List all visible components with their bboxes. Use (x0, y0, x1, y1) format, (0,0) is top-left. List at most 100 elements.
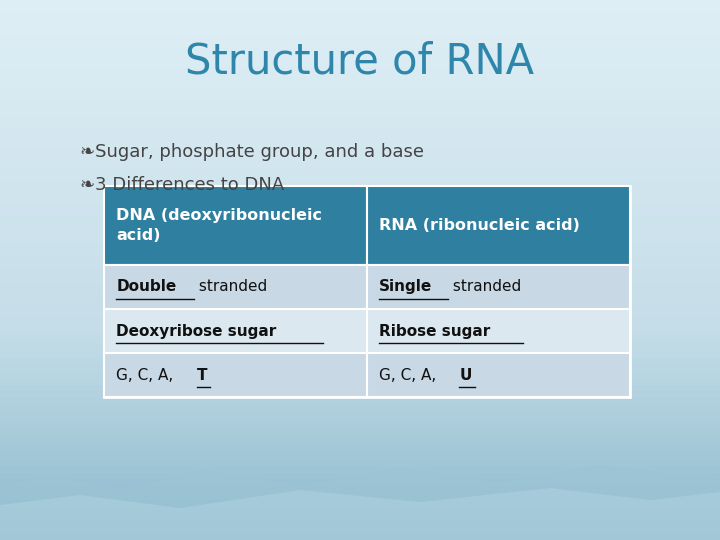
Bar (0, 378, 720, 384)
Bar (0, 290, 720, 297)
Bar (0, 135, 720, 141)
Bar (0, 102, 720, 108)
Bar (0, 303, 720, 310)
FancyBboxPatch shape (104, 353, 367, 397)
Bar (0, 330, 720, 338)
Bar (0, 230, 720, 237)
Text: Double: Double (117, 279, 176, 294)
Text: ❧3 Differences to DNA: ❧3 Differences to DNA (80, 176, 284, 194)
FancyBboxPatch shape (104, 186, 367, 265)
Bar (0, 411, 720, 418)
Bar (0, 141, 720, 149)
Bar (0, 345, 720, 351)
Bar (0, 237, 720, 243)
Bar (0, 492, 720, 500)
Bar (0, 122, 720, 128)
Text: RNA (ribonucleic acid): RNA (ribonucleic acid) (379, 218, 580, 233)
Bar (0, 270, 720, 276)
Bar (0, 317, 720, 324)
Bar (0, 405, 720, 411)
Bar (0, 168, 720, 176)
Bar (0, 114, 720, 122)
FancyBboxPatch shape (367, 353, 630, 397)
Bar (0, 500, 720, 507)
Bar (0, 47, 720, 54)
Text: G, C, A,: G, C, A, (379, 368, 441, 383)
Bar (0, 33, 720, 40)
Bar (0, 54, 720, 60)
Bar (0, 534, 720, 540)
Bar (0, 459, 720, 465)
Bar (0, 0, 720, 6)
Bar (0, 60, 720, 68)
Bar (0, 183, 720, 189)
Bar (0, 297, 720, 303)
Bar (0, 480, 720, 486)
Bar (0, 453, 720, 459)
Bar (0, 465, 720, 472)
Bar (0, 14, 720, 20)
Bar (0, 209, 720, 216)
Text: G, C, A,: G, C, A, (117, 368, 179, 383)
Bar (0, 418, 720, 426)
FancyBboxPatch shape (104, 309, 367, 353)
Bar (0, 81, 720, 87)
Bar (0, 263, 720, 270)
Bar (0, 364, 720, 372)
Bar (0, 94, 720, 102)
Bar (0, 87, 720, 94)
Bar (0, 372, 720, 378)
Text: U: U (459, 368, 472, 383)
Bar (0, 472, 720, 480)
Bar (0, 426, 720, 432)
Bar (0, 68, 720, 74)
Bar (0, 216, 720, 222)
Text: stranded: stranded (194, 279, 267, 294)
Text: Single: Single (379, 279, 433, 294)
Bar (0, 351, 720, 357)
Bar (0, 338, 720, 345)
Bar (0, 507, 720, 513)
Bar (0, 222, 720, 230)
Text: T: T (197, 368, 207, 383)
Bar (0, 399, 720, 405)
Bar (0, 486, 720, 492)
Bar (0, 526, 720, 534)
Bar (0, 176, 720, 183)
Text: ❧Sugar, phosphate group, and a base: ❧Sugar, phosphate group, and a base (80, 143, 424, 161)
Bar (0, 276, 720, 284)
FancyBboxPatch shape (367, 186, 630, 265)
Text: DNA (deoxyribonucleic
acid): DNA (deoxyribonucleic acid) (117, 208, 323, 243)
Bar (0, 438, 720, 445)
Bar (0, 243, 720, 249)
Bar (0, 6, 720, 14)
Bar (0, 202, 720, 209)
Bar (0, 40, 720, 47)
Bar (0, 148, 720, 155)
Bar (0, 195, 720, 202)
Bar (0, 357, 720, 364)
Bar (0, 249, 720, 256)
Bar (0, 310, 720, 317)
Bar (0, 108, 720, 114)
Bar (0, 284, 720, 290)
Polygon shape (0, 465, 720, 540)
Bar (0, 189, 720, 195)
Bar (0, 155, 720, 162)
Bar (0, 446, 720, 453)
FancyBboxPatch shape (104, 265, 367, 309)
Text: Ribose sugar: Ribose sugar (379, 323, 490, 339)
Bar (0, 256, 720, 263)
Bar (0, 384, 720, 391)
Bar (0, 519, 720, 526)
Text: Deoxyribose sugar: Deoxyribose sugar (117, 323, 276, 339)
Bar (0, 162, 720, 168)
Bar (0, 74, 720, 81)
Bar (0, 432, 720, 438)
Polygon shape (0, 488, 720, 540)
Text: stranded: stranded (448, 279, 521, 294)
Text: Structure of RNA: Structure of RNA (186, 41, 534, 83)
FancyBboxPatch shape (367, 265, 630, 309)
Bar (0, 392, 720, 399)
Bar (0, 20, 720, 27)
